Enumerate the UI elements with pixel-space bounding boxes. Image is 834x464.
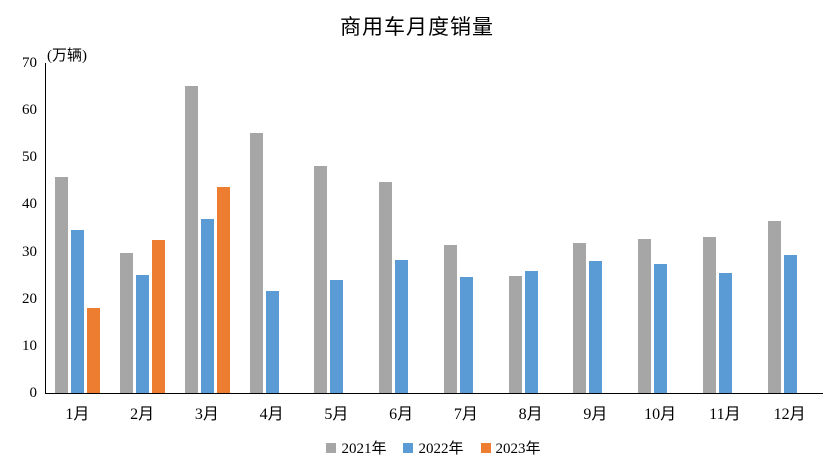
bar-series2-month4 [265,291,279,393]
bar-series2-month1 [71,230,85,393]
legend: 2021年 2022年 2023年 [45,437,822,458]
bar-series1-month11 [702,236,716,393]
bar-series1-month2 [120,252,134,393]
legend-item-series1: 2021年 [326,437,386,458]
bar-series1-month3 [184,85,198,393]
x-tick-label: 8月 [518,406,543,423]
bar-series2-month5 [330,279,344,393]
bar-series2-month11 [718,273,732,393]
bar-series2-month10 [654,264,668,393]
legend-label: 2023年 [495,441,541,457]
bar-series1-month6 [379,182,393,393]
legend-item-series3: 2023年 [480,437,541,458]
bar-series2-month7 [459,276,473,393]
legend-item-series2: 2022年 [403,437,464,458]
y-tick-label: 10 [22,337,37,354]
legend-swatch-icon [480,442,491,453]
y-tick-label: 70 [22,55,37,71]
x-tick-label: 12月 [773,406,806,423]
y-tick-label: 60 [22,102,37,119]
bar-series2-month2 [136,275,150,393]
bar-series2-month9 [589,260,603,393]
bar-series2-month6 [395,260,409,393]
chart-title: 商用车月度销量 [340,15,494,39]
x-tick-label: 4月 [259,406,284,423]
x-tick-label: 10月 [644,406,677,423]
legend-swatch-icon [326,442,337,453]
bar-series2-month3 [200,218,214,393]
x-tick-label: 2月 [130,406,155,423]
plot-area [45,63,823,394]
legend-label: 2021年 [341,441,387,457]
bar-series1-month4 [249,132,263,393]
bar-series3-month1 [87,308,101,393]
y-tick-label: 30 [22,243,37,260]
x-tick-label: 1月 [65,406,90,423]
x-tick-label: 3月 [194,406,219,423]
y-tick-label: 40 [22,196,37,213]
x-tick-label: 9月 [583,406,608,423]
y-axis-unit-label: (万辆) [47,48,87,64]
y-tick-label: 50 [22,149,37,166]
legend-swatch-icon [403,442,414,453]
bar-series1-month7 [443,245,457,393]
x-tick-label: 11月 [709,406,741,423]
bar-series1-month5 [314,165,328,393]
bar-series3-month2 [152,240,166,393]
x-tick-label: 6月 [389,406,414,423]
bar-series2-month12 [783,254,797,393]
y-tick-label: 0 [29,385,38,401]
bar-series2-month8 [524,270,538,393]
x-tick-label: 7月 [453,406,478,423]
bar-series1-month12 [767,221,781,393]
bar-series1-month8 [508,275,522,393]
y-tick-label: 20 [22,290,37,307]
bar-series3-month3 [216,187,230,393]
bar-series1-month1 [55,176,69,393]
bar-series1-month9 [573,243,587,393]
bar-series1-month10 [638,239,652,393]
legend-label: 2022年 [418,441,464,457]
x-tick-label: 5月 [324,406,349,423]
